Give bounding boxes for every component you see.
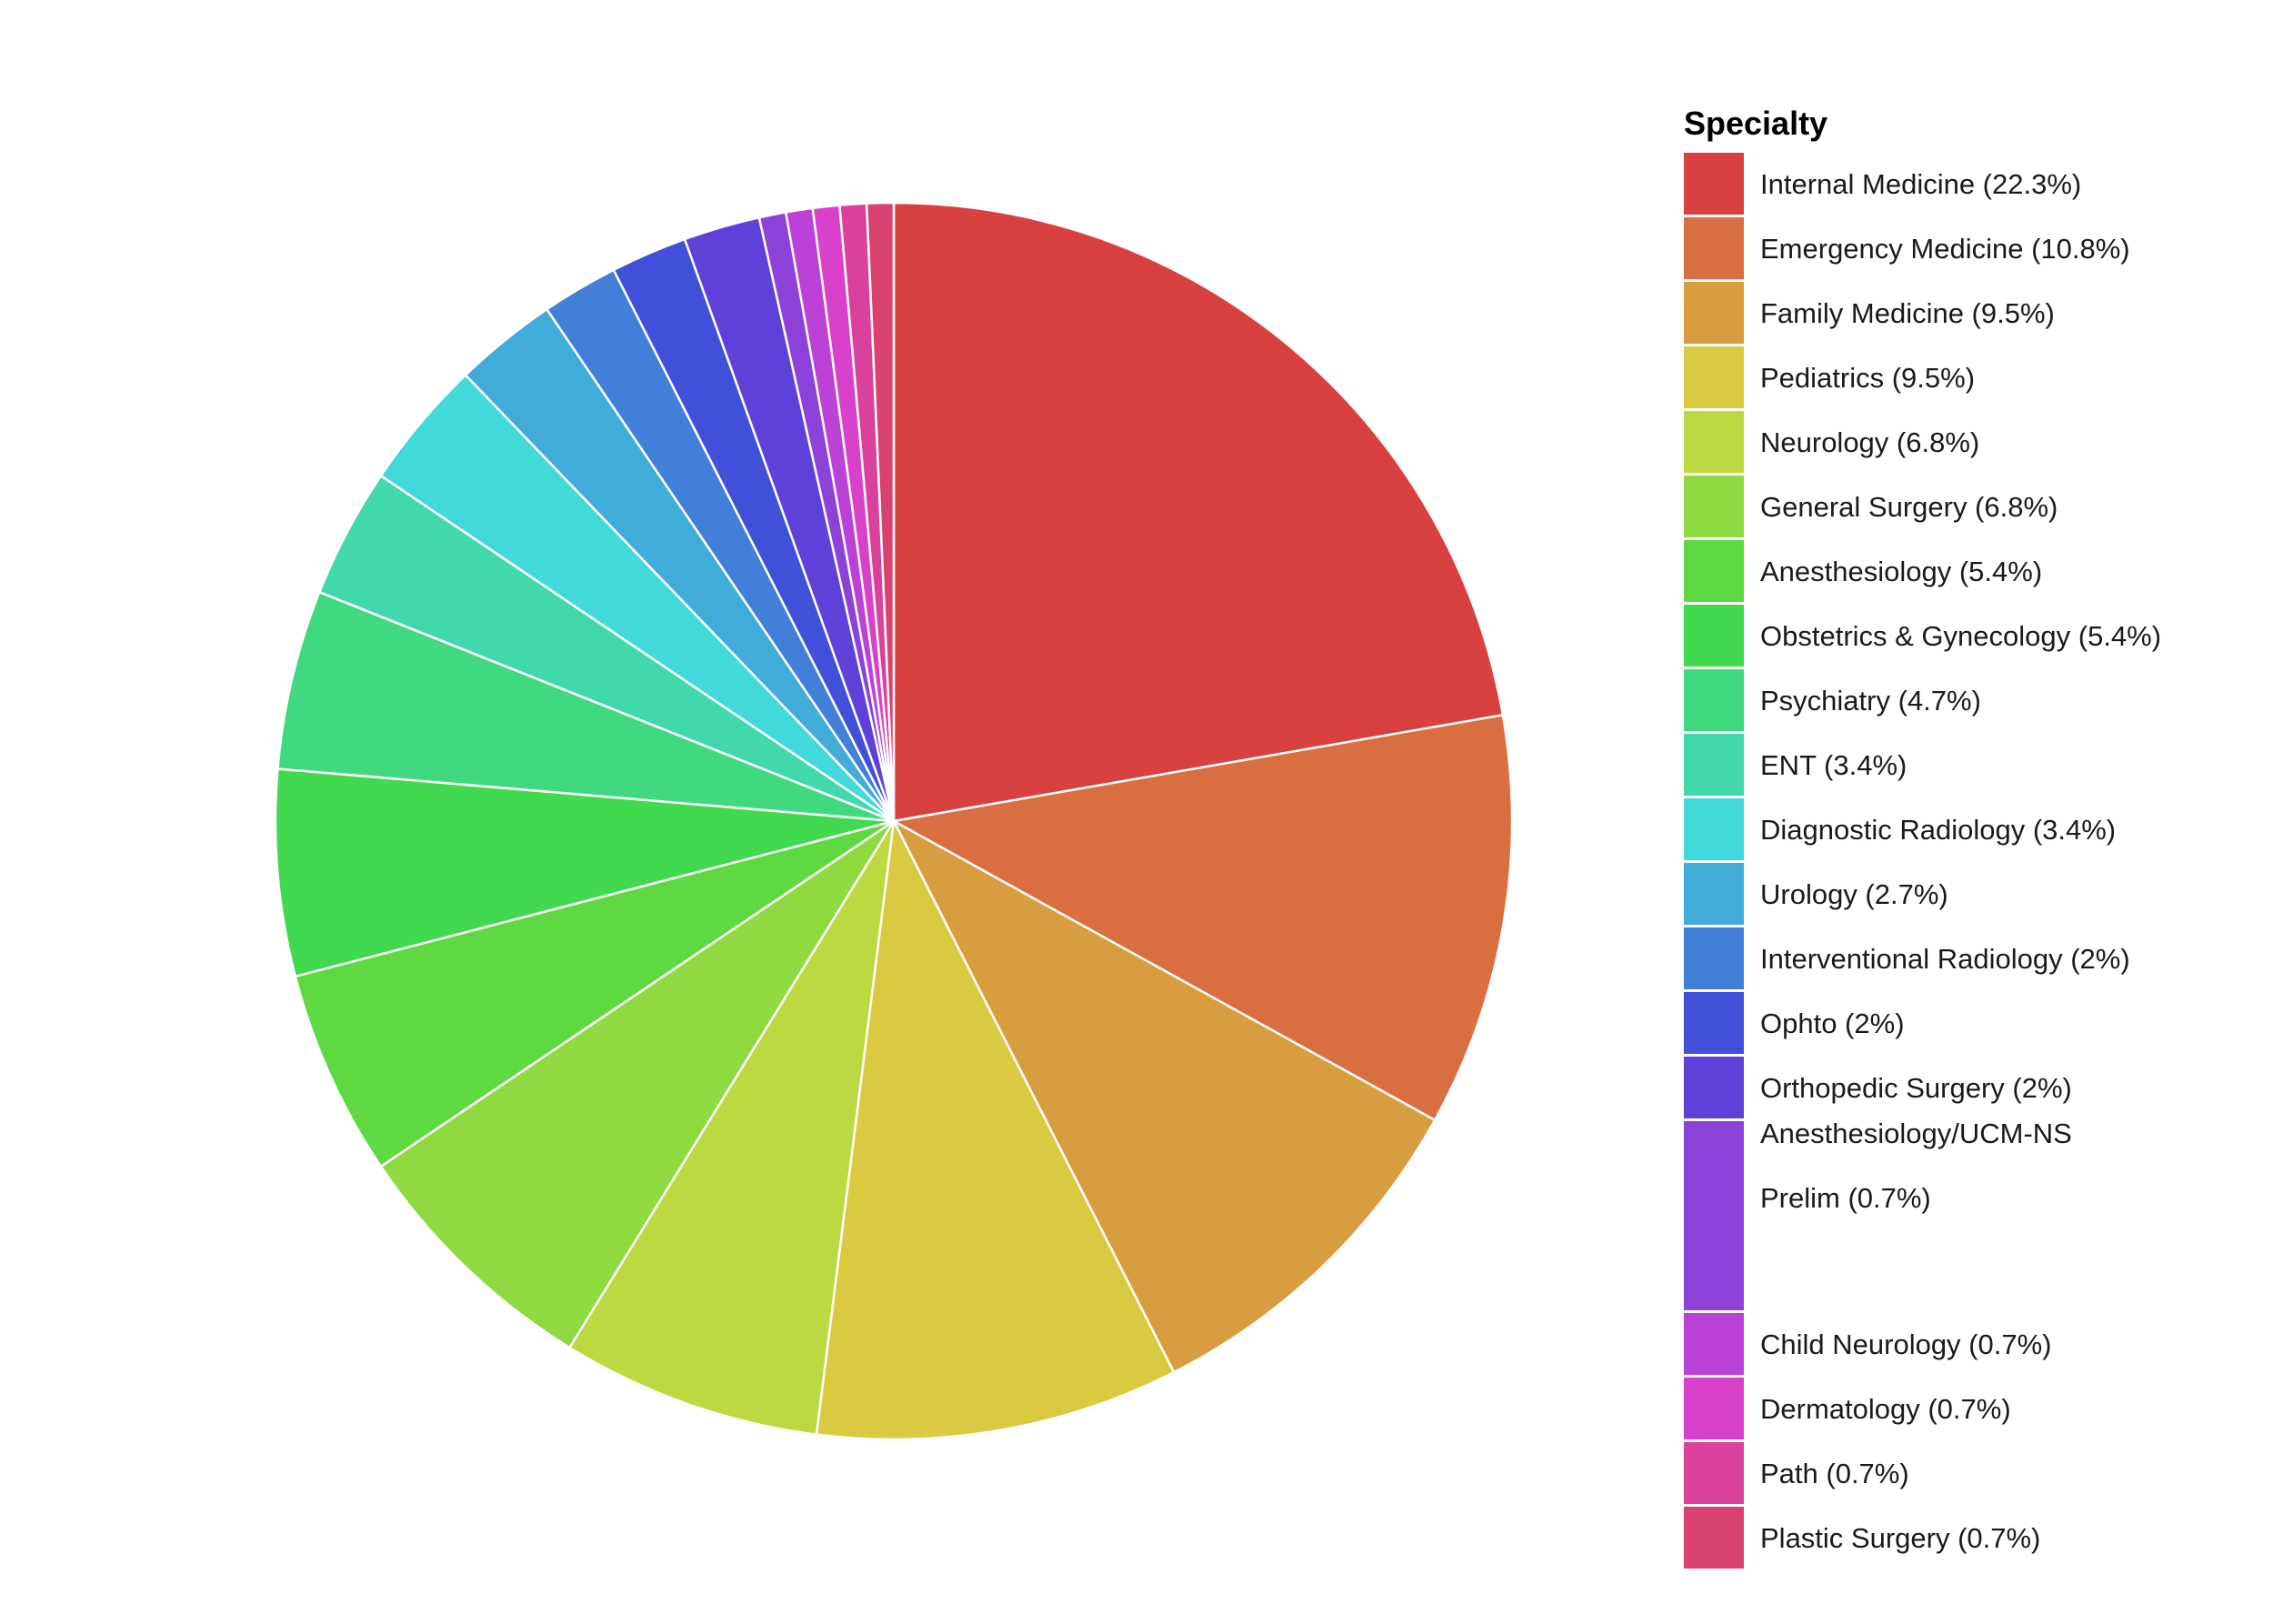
legend-key-18 [1684, 1442, 1744, 1504]
legend-title: Specialty [1684, 105, 1827, 142]
legend-key-15 [1684, 1121, 1744, 1310]
legend-key-5 [1684, 476, 1744, 537]
pie-slice-6 [294, 819, 896, 1168]
legend-label-8: Psychiatry (4.7%) [1760, 685, 1981, 717]
legend-key-10 [1684, 798, 1744, 860]
pie-slice-8 [276, 590, 896, 823]
pie-slices [274, 201, 1514, 1441]
legend-key-12 [1684, 927, 1744, 989]
legend-label-3: Pediatrics (9.5%) [1760, 362, 1975, 394]
legend-label-10: Diagnostic Radiology (3.4%) [1760, 814, 2116, 846]
legend-key-11 [1684, 863, 1744, 925]
legend: Specialty Internal Medicine (22.3%) Emerg… [1684, 105, 2161, 1569]
legend-key-17 [1684, 1378, 1744, 1439]
legend-label-12: Interventional Radiology (2%) [1760, 943, 2130, 975]
pie-slice-2 [892, 819, 1437, 1374]
legend-key-1 [1684, 217, 1744, 279]
pie-slice-5 [379, 819, 896, 1349]
legend-key-2 [1684, 282, 1744, 344]
legend-key-8 [1684, 669, 1744, 731]
legend-key-6 [1684, 540, 1744, 602]
pie-slice-19 [865, 201, 896, 823]
legend-label-19: Plastic Surgery (0.7%) [1760, 1522, 2040, 1554]
legend-label-15: Anesthesiology/UCM-NS Prelim (0.7%) [1760, 1118, 2072, 1214]
legend-label-14: Orthopedic Surgery (2%) [1760, 1072, 2072, 1104]
legend-key-9 [1684, 734, 1744, 796]
legend-label-5: General Surgery (6.8%) [1760, 491, 2058, 523]
legend-key-0 [1684, 153, 1744, 215]
legend-label-6: Anesthesiology (5.4%) [1760, 556, 2042, 587]
legend-key-19 [1684, 1507, 1744, 1569]
legend-label-17: Dermatology (0.7%) [1760, 1393, 2011, 1425]
legend-key-14 [1684, 1057, 1744, 1118]
legend-key-7 [1684, 605, 1744, 667]
legend-label-18: Path (0.7%) [1760, 1458, 1909, 1489]
legend-label-4: Neurology (6.8%) [1760, 426, 1979, 458]
legend-label-2: Family Medicine (9.5%) [1760, 297, 2055, 329]
legend-key-4 [1684, 411, 1744, 473]
legend-label-1: Emergency Medicine (10.8%) [1760, 233, 2130, 265]
pie-slice-7 [274, 767, 896, 978]
legend-label-16: Child Neurology (0.7%) [1760, 1328, 2051, 1360]
pie-slice-4 [568, 819, 896, 1436]
pie-slice-3 [815, 819, 1176, 1441]
legend-label-0: Internal Medicine (22.3%) [1760, 168, 2081, 200]
pie-slice-1 [892, 714, 1514, 1122]
legend-label-13: Ophto (2%) [1760, 1007, 1905, 1039]
legend-key-13 [1684, 992, 1744, 1054]
legend-key-3 [1684, 346, 1744, 408]
legend-label-11: Urology (2.7%) [1760, 878, 1948, 910]
legend-label-7: Obstetrics & Gynecology (5.4%) [1760, 620, 2161, 652]
legend-key-16 [1684, 1313, 1744, 1375]
legend-label-9: ENT (3.4%) [1760, 749, 1907, 781]
pie-slice-0 [892, 201, 1505, 823]
